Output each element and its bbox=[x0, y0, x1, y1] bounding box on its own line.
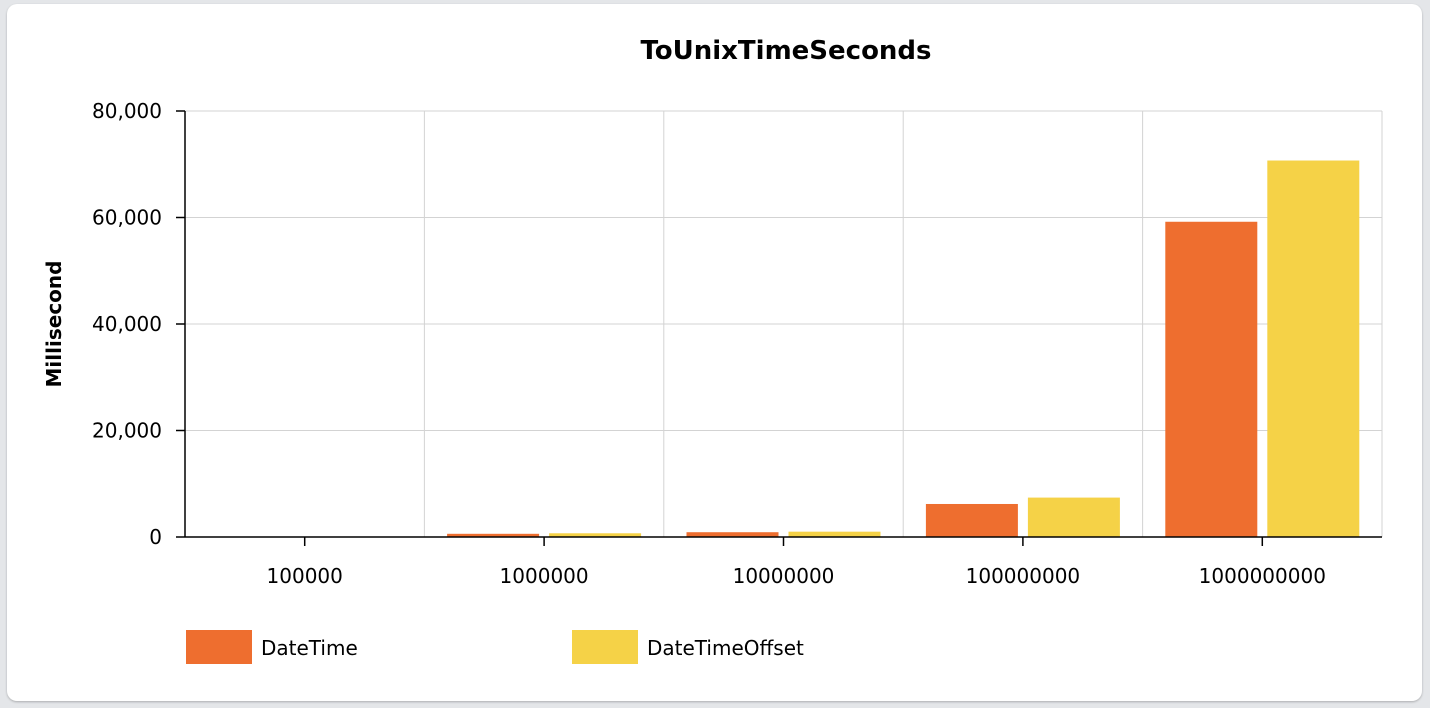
x-tick-label: 10000000 bbox=[733, 564, 835, 588]
legend-swatch bbox=[572, 630, 638, 664]
y-tick-label: 20,000 bbox=[92, 419, 162, 443]
bar-datetimeoffset-10000000 bbox=[788, 531, 881, 537]
axes bbox=[176, 110, 1382, 546]
x-tick-label: 100000000 bbox=[966, 564, 1081, 588]
y-tick-label: 60,000 bbox=[92, 206, 162, 230]
legend-label: DateTime bbox=[261, 636, 358, 660]
bars bbox=[207, 160, 1360, 537]
chart-title: ToUnixTimeSeconds bbox=[640, 36, 931, 66]
x-tick-labels: 100000 1000000 10000000 100000000 1000000000 bbox=[267, 564, 1326, 588]
bar-datetime-1000000000 bbox=[1165, 221, 1258, 537]
x-tick-label: 100000 bbox=[267, 564, 343, 588]
legend-label: DateTimeOffset bbox=[647, 636, 804, 660]
y-tick-label: 80,000 bbox=[92, 99, 162, 123]
x-tick-label: 1000000000 bbox=[1199, 564, 1326, 588]
y-tick-label: 40,000 bbox=[92, 312, 162, 336]
y-tick-label: 0 bbox=[149, 525, 162, 549]
legend-item-datetime: DateTime bbox=[186, 630, 358, 664]
bar-datetimeoffset-1000000000 bbox=[1267, 160, 1360, 537]
legend-item-datetimeoffset: DateTimeOffset bbox=[572, 630, 804, 664]
bar-datetime-100000000 bbox=[925, 503, 1018, 537]
x-tick-label: 1000000 bbox=[500, 564, 589, 588]
legend-swatch bbox=[186, 630, 252, 664]
gridlines bbox=[185, 110, 1383, 537]
legend: DateTime DateTimeOffset bbox=[186, 630, 804, 664]
y-tick-labels: 0 20,000 40,000 60,000 80,000 bbox=[92, 99, 162, 549]
y-axis-label: Millisecond bbox=[42, 261, 66, 388]
bar-datetime-10000000 bbox=[686, 532, 779, 537]
bar-datetimeoffset-1000000 bbox=[549, 533, 642, 537]
bar-datetimeoffset-100000000 bbox=[1027, 497, 1120, 537]
bar-datetime-1000000 bbox=[447, 533, 540, 537]
